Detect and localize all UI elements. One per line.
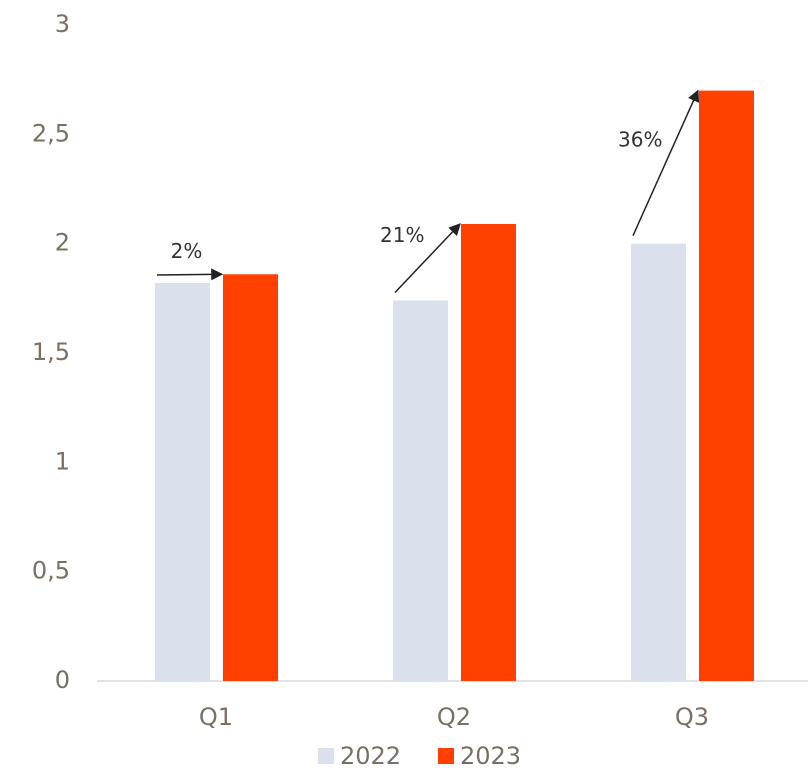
- legend-swatch: [438, 748, 454, 764]
- change-label: 21%: [380, 223, 424, 247]
- x-tick-label: Q2: [437, 703, 471, 731]
- change-arrow: [156, 268, 224, 281]
- y-tick-label: 0: [55, 666, 70, 694]
- y-tick-label: 2: [55, 229, 70, 257]
- change-arrow: [632, 89, 700, 236]
- y-tick-label: 0,5: [32, 557, 70, 585]
- bar: [393, 300, 448, 681]
- x-tick-label: Q1: [199, 703, 233, 731]
- bar: [699, 90, 754, 682]
- legend-swatch: [318, 748, 334, 764]
- change-label: 36%: [618, 128, 662, 152]
- y-tick-label: 2,5: [32, 119, 70, 147]
- bar: [631, 243, 686, 681]
- y-tick-label: 1: [55, 447, 70, 475]
- y-tick-label: 3: [55, 10, 70, 38]
- legend-label: 2022: [340, 742, 401, 770]
- y-tick-label: 1,5: [32, 338, 70, 366]
- change-label: 2%: [171, 239, 203, 263]
- change-arrow: [394, 223, 461, 294]
- legend-label: 2023: [460, 742, 521, 770]
- x-tick-label: Q3: [675, 703, 709, 731]
- bar: [155, 283, 210, 681]
- bar: [461, 223, 516, 681]
- bar: [223, 274, 278, 681]
